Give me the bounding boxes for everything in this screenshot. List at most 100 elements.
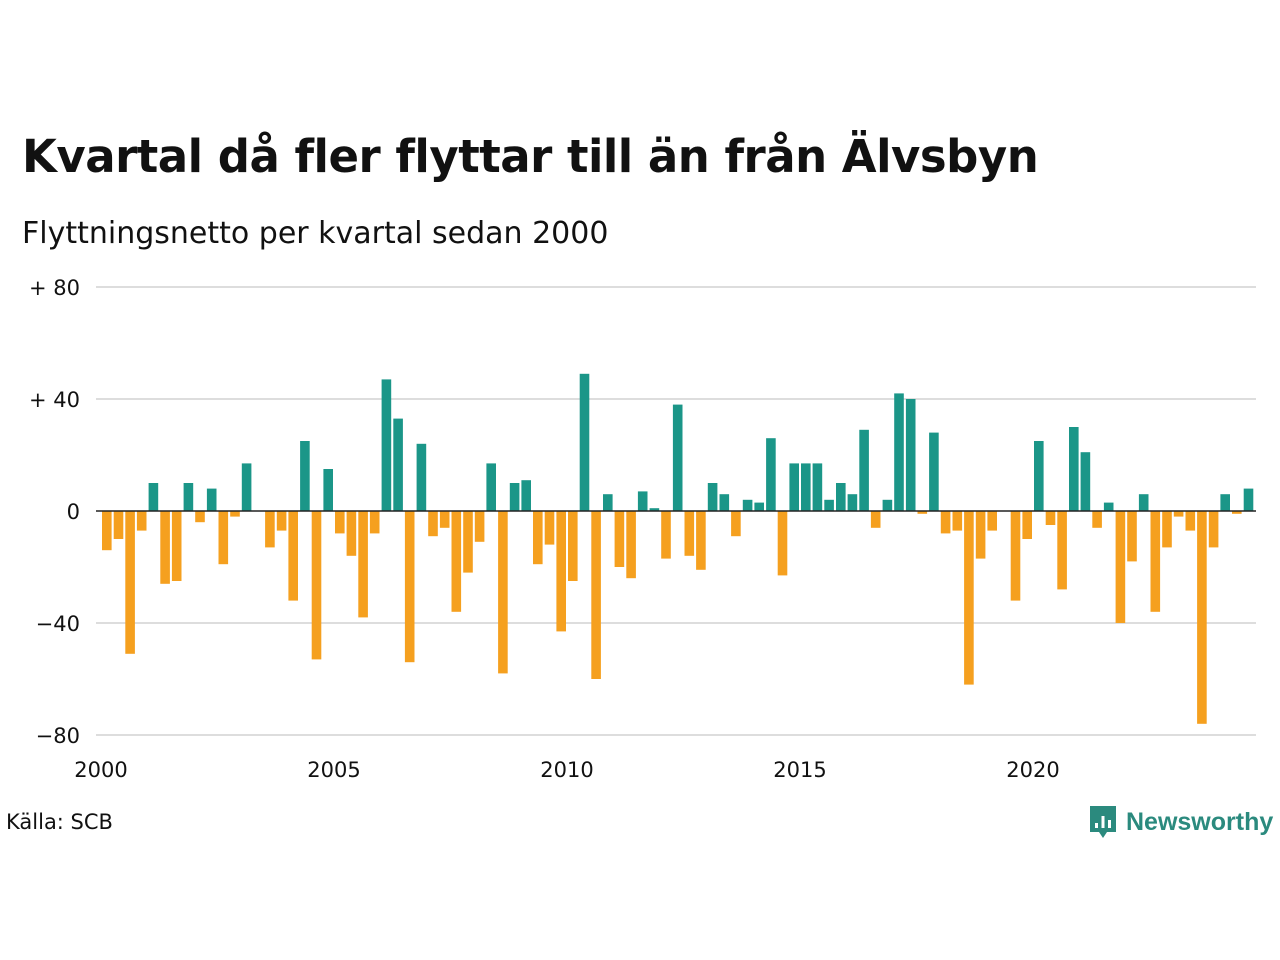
bar (905, 399, 916, 511)
bar (836, 483, 846, 511)
bar (894, 393, 904, 511)
bar (346, 511, 357, 556)
bar (614, 511, 625, 567)
bar (102, 511, 112, 551)
bar (859, 429, 869, 511)
bar (265, 511, 275, 548)
bar (1115, 511, 1126, 623)
x-axis-ticks: 2000 2005 2010 2015 2020 (74, 758, 1059, 782)
bar (544, 511, 555, 545)
bar (463, 511, 473, 573)
bar (358, 511, 368, 618)
bar (136, 511, 147, 531)
bar (789, 463, 799, 511)
source-note: Källa: SCB (6, 810, 113, 834)
bar (230, 511, 240, 517)
y-tick-label: + 40 (29, 388, 80, 412)
bar (661, 511, 671, 559)
bar (556, 511, 566, 632)
bar (474, 511, 485, 542)
bar (637, 491, 648, 511)
bar (323, 469, 333, 511)
bar (1150, 511, 1161, 612)
bar (1220, 494, 1230, 511)
bar (1103, 502, 1114, 511)
gridlines (96, 286, 1256, 736)
x-tick-label: 2015 (773, 758, 826, 782)
bar (766, 438, 776, 511)
bar (521, 480, 531, 511)
bar (1127, 511, 1137, 562)
bar (393, 418, 403, 511)
y-tick-label: 0 (67, 500, 80, 524)
bar (1208, 511, 1219, 548)
newsworthy-logo[interactable]: Newsworthy (1088, 804, 1273, 840)
bar (300, 441, 310, 511)
bar (801, 463, 811, 511)
bar (509, 483, 520, 511)
bar (451, 511, 462, 612)
bar (1069, 427, 1079, 511)
y-axis-ticks: + 80 + 40 0 −40 −80 (29, 276, 80, 748)
bar (987, 511, 997, 531)
bar (777, 511, 788, 576)
y-tick-label: −40 (36, 612, 80, 636)
logo-text: Newsworthy (1126, 807, 1274, 836)
bar (824, 499, 834, 511)
bar (696, 511, 706, 570)
bar (603, 494, 613, 511)
bar (568, 511, 578, 581)
bar (1034, 441, 1044, 511)
bar (1092, 511, 1102, 528)
bar (183, 483, 194, 511)
bar (940, 511, 951, 534)
bar (1010, 511, 1021, 601)
y-tick-label: + 80 (29, 276, 80, 300)
bar (486, 463, 496, 511)
chart-subtitle: Flyttningsnetto per kvartal sedan 2000 (22, 216, 609, 251)
x-tick-label: 2020 (1006, 758, 1059, 782)
bar (964, 511, 974, 685)
bar (1022, 511, 1032, 539)
bar (672, 404, 683, 511)
bar (404, 511, 415, 663)
bar (1173, 511, 1184, 517)
bar (416, 443, 427, 511)
y-tick-label: −80 (36, 724, 80, 748)
bar (148, 483, 159, 511)
bar (649, 508, 660, 511)
bar (975, 511, 986, 559)
bar (113, 511, 124, 539)
x-tick-label: 2000 (74, 758, 127, 782)
bar (626, 511, 636, 579)
bar (428, 511, 438, 537)
bar (160, 511, 170, 584)
x-tick-label: 2005 (307, 758, 360, 782)
bar (335, 511, 345, 534)
bar (1138, 494, 1149, 511)
bar (218, 511, 229, 565)
bar (369, 511, 380, 534)
bar (1232, 511, 1242, 514)
bar (195, 511, 205, 523)
bar (719, 494, 730, 511)
bar (812, 463, 823, 511)
bar (276, 511, 287, 531)
bar (579, 373, 590, 511)
bar (882, 499, 893, 511)
bar (917, 511, 928, 514)
bar (1057, 511, 1067, 590)
bar (381, 379, 392, 511)
bar (1162, 511, 1172, 548)
bar (847, 494, 858, 511)
bars (102, 373, 1254, 724)
bar (731, 511, 741, 537)
bar (952, 511, 963, 531)
bar (742, 499, 753, 511)
bar (1243, 488, 1254, 511)
bar (498, 511, 508, 674)
bar (870, 511, 881, 528)
bar (311, 511, 322, 660)
bar (171, 511, 182, 581)
